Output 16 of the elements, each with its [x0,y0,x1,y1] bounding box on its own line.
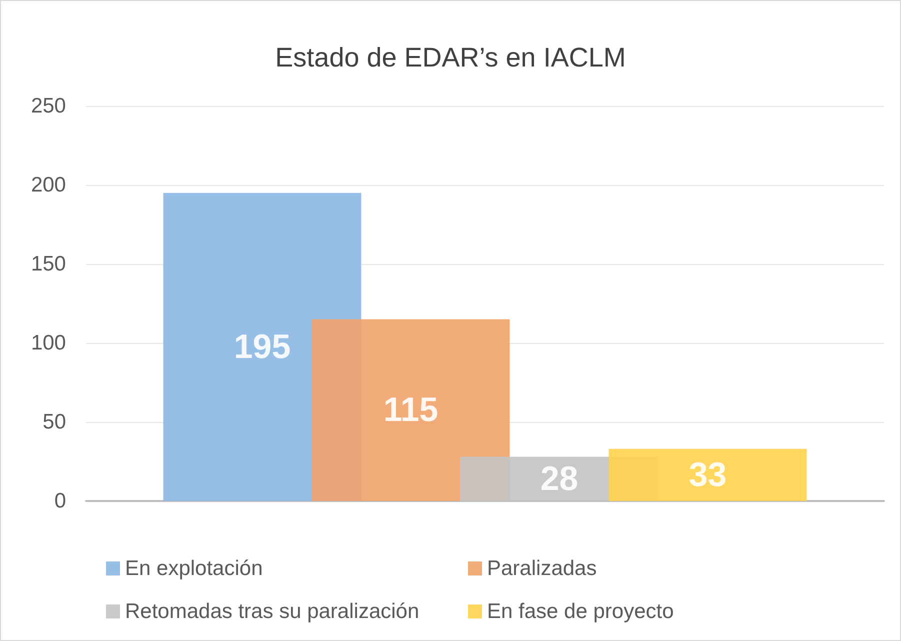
legend-label: Retomadas tras su paralización [125,600,420,623]
data-label: 115 [383,391,438,430]
y-tick-label: 50 [42,410,66,434]
y-tick-label: 250 [30,94,66,118]
data-label: 33 [688,456,727,494]
legend-label: En fase de proyecto [487,600,674,623]
data-label: 195 [234,328,291,366]
chart-title: Estado de EDAR’s en IACLM [275,42,626,72]
legend-label: Paralizadas [487,557,597,580]
legend-label: En explotación [125,557,263,580]
y-tick-label: 0 [54,490,66,512]
bar [312,319,510,501]
bar [608,448,807,501]
y-tick-label: 100 [30,332,66,354]
y-tick-label: 150 [30,252,66,276]
y-tick-label: 200 [30,174,66,196]
